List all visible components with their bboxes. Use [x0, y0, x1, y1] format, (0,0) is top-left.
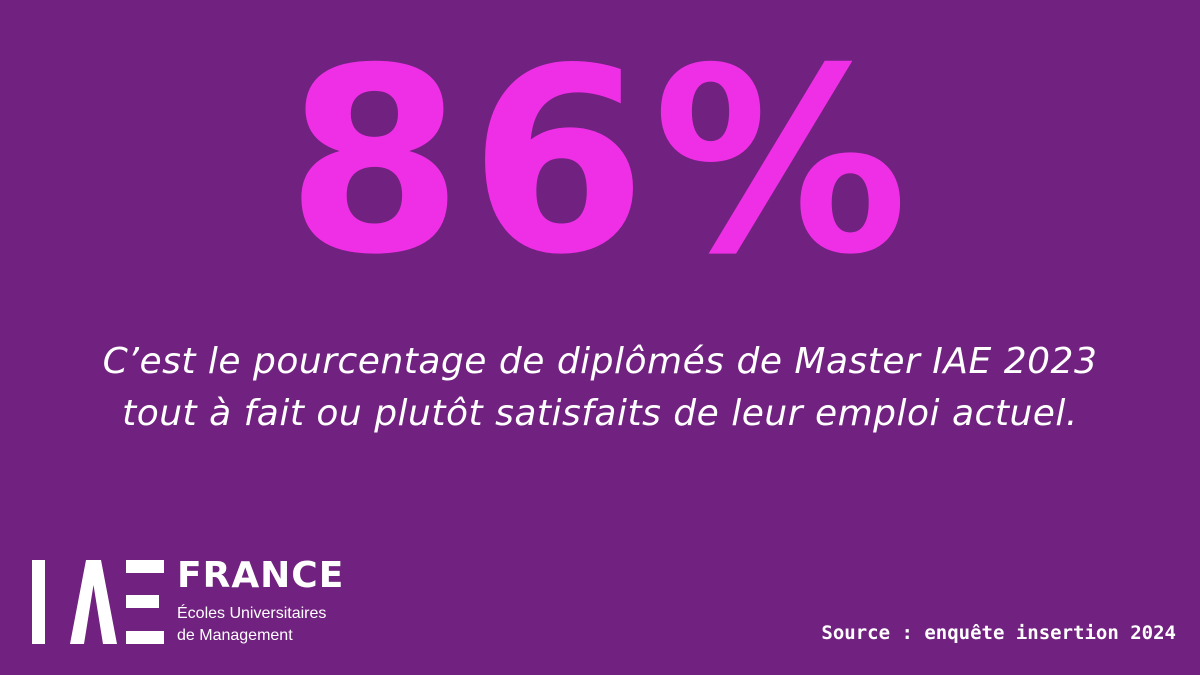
- caption-line-2: tout à fait ou plutôt satisfaits de leur…: [122, 393, 1078, 434]
- logo-subtitle-line-2: de Management: [177, 627, 293, 644]
- caption-text: C’est le pourcentage de diplômés de Mast…: [0, 336, 1200, 440]
- iae-france-logo: FRANCE Écoles Universitaires de Manageme…: [32, 556, 352, 644]
- logo-subtitle-line-1: Écoles Universitaires: [177, 605, 327, 622]
- caption-line-1: C’est le pourcentage de diplômés de Mast…: [102, 341, 1098, 382]
- logo-title: FRANCE: [177, 555, 345, 596]
- headline-percentage: 86%: [285, 14, 915, 311]
- iae-logo-mark: [32, 560, 164, 644]
- source-note: Source : enquête insertion 2024: [821, 622, 1176, 644]
